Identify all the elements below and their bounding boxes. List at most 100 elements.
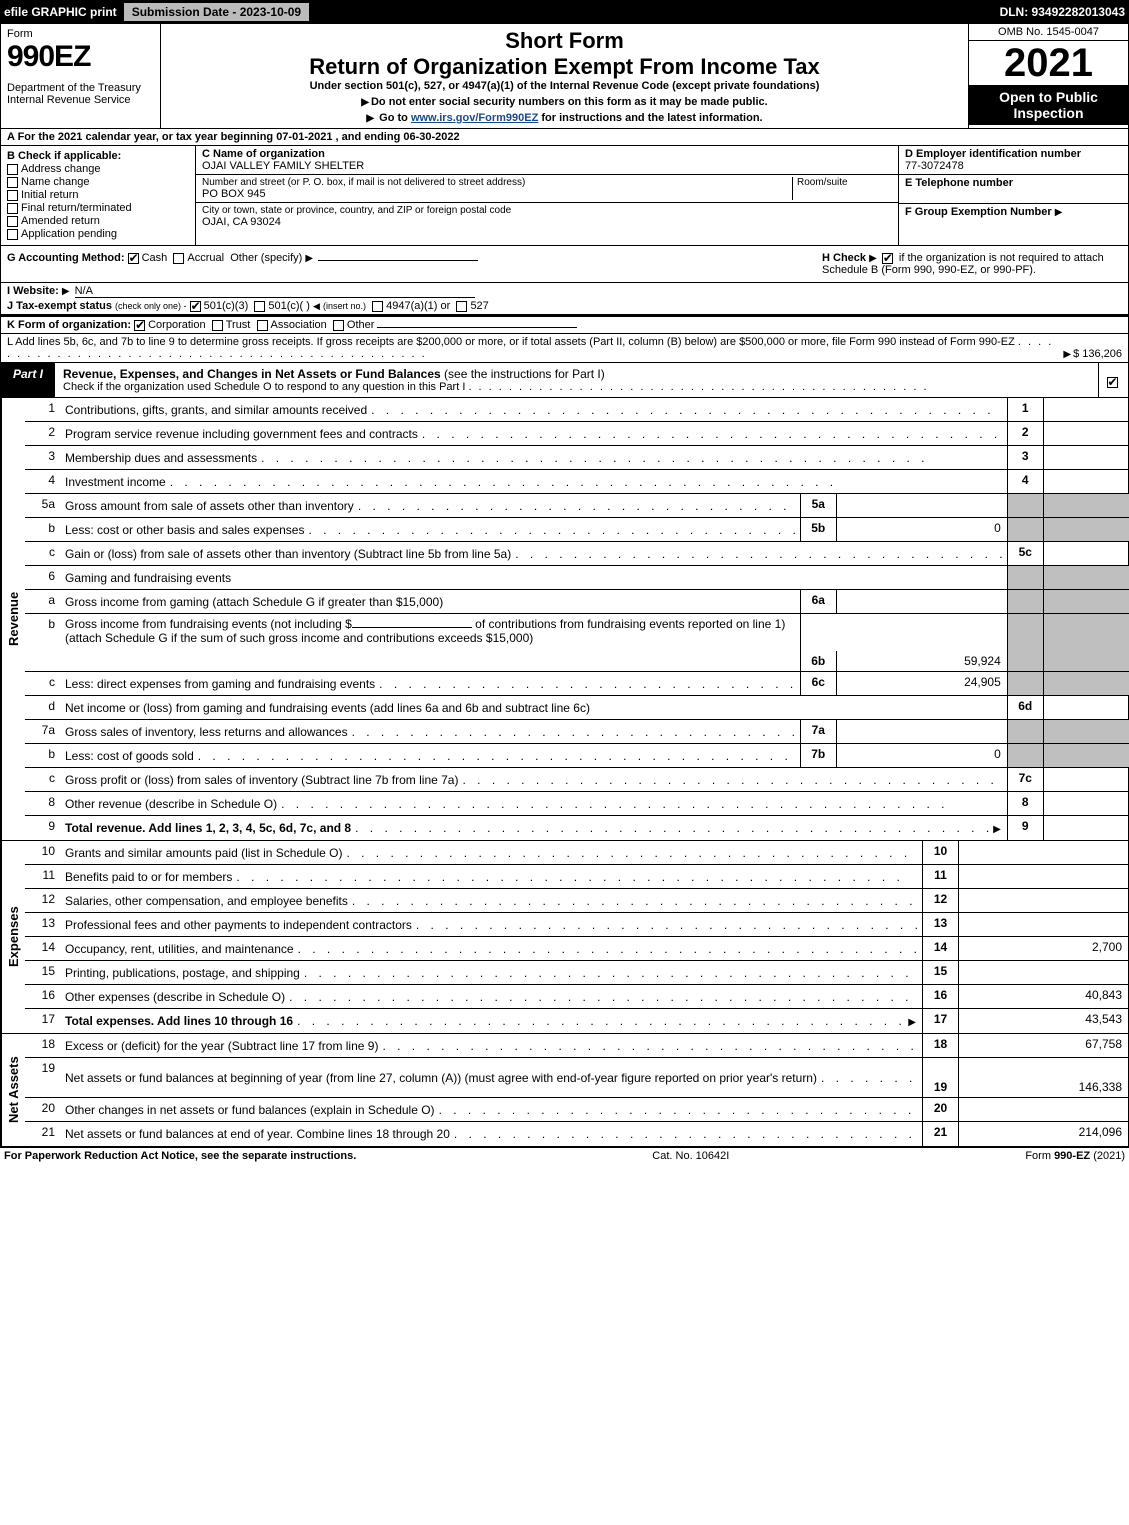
line-9: 9Total revenue. Add lines 1, 2, 3, 4, 5c… [25,816,1129,840]
form-title: Return of Organization Exempt From Incom… [169,54,960,80]
efile-label: efile GRAPHIC print [4,5,117,19]
section-a: A For the 2021 calendar year, or tax yea… [0,129,1129,146]
cb-corp[interactable] [134,320,145,331]
expenses-label: Expenses [1,841,25,1033]
form-subtitle: Under section 501(c), 527, or 4947(a)(1)… [169,80,960,92]
line-17: 17Total expenses. Add lines 10 through 1… [25,1009,1128,1033]
i-label: I Website: [7,285,59,297]
goto-post: for instructions and the latest informat… [541,112,762,124]
f-label: F Group Exemption Number [905,206,1052,218]
cb-other[interactable] [333,320,344,331]
line-6a: aGross income from gaming (attach Schedu… [25,590,1129,614]
line-3: 3Membership dues and assessments. . . . … [25,446,1129,470]
arrow-icon [1055,206,1065,218]
page-footer: For Paperwork Reduction Act Notice, see … [0,1147,1129,1164]
cb-pending[interactable]: Application pending [7,228,189,240]
form-label: Form [7,28,154,40]
g-label: G Accounting Method: [7,252,125,264]
line-12: 12Salaries, other compensation, and empl… [25,889,1128,913]
city-label: City or town, state or province, country… [202,205,892,216]
form-number: 990EZ [7,40,154,74]
l-value: $ 136,206 [1073,348,1122,360]
expenses-section: Expenses 10Grants and similar amounts pa… [0,841,1129,1034]
tax-year: 2021 [969,41,1128,85]
line-11: 11Benefits paid to or for members. . . .… [25,865,1128,889]
cb-accrual[interactable] [173,253,184,264]
revenue-section: Revenue 1Contributions, gifts, grants, a… [0,398,1129,841]
net-assets-section: Net Assets 18Excess or (deficit) for the… [0,1034,1129,1147]
j-label: J Tax-exempt status [7,300,112,312]
line-2: 2Program service revenue including gover… [25,422,1129,446]
street-label: Number and street (or P. O. box, if mail… [202,177,792,188]
cb-4947[interactable] [372,301,383,312]
line-5c: cGain or (loss) from sale of assets othe… [25,542,1129,566]
part1-sub: (see the instructions for Part I) [444,367,605,381]
row-l: L Add lines 5b, 6c, and 7b to line 9 to … [0,334,1129,363]
ssn-warning: Do not enter social security numbers on … [169,96,960,108]
omb-number: OMB No. 1545-0047 [969,24,1128,41]
form-footer-pre: Form [1025,1150,1054,1162]
line-19: 19Net assets or fund balances at beginni… [25,1058,1128,1098]
cb-assoc[interactable] [257,320,268,331]
cat-no: Cat. No. 10642I [652,1150,729,1162]
org-name: OJAI VALLEY FAMILY SHELTER [202,160,892,172]
website: N/A [75,285,475,298]
cb-amended[interactable]: Amended return [7,215,189,227]
net-assets-label: Net Assets [1,1034,25,1146]
irs-link[interactable]: www.irs.gov/Form990EZ [411,112,538,124]
inspection: Inspection [973,105,1124,121]
line-6: 6Gaming and fundraising events [25,566,1129,590]
dln: DLN: 93492282013043 [1000,5,1125,19]
cb-part1-scho[interactable] [1107,377,1118,388]
cb-address[interactable]: Address change [7,163,189,175]
part1-check-text: Check if the organization used Schedule … [63,381,1090,393]
row-k: K Form of organization: Corporation Trus… [0,315,1129,334]
part1-tag: Part I [1,363,55,397]
form-footer-no: 990-EZ [1054,1150,1090,1162]
top-bar: efile GRAPHIC print Submission Date - 20… [0,0,1129,24]
city-val: OJAI, CA 93024 [202,216,892,228]
e-label: E Telephone number [905,177,1122,189]
paperwork-notice: For Paperwork Reduction Act Notice, see … [4,1150,356,1162]
short-form-title: Short Form [169,28,960,54]
line-16: 16Other expenses (describe in Schedule O… [25,985,1128,1009]
submission-date: Submission Date - 2023-10-09 [123,2,310,22]
line-4: 4Investment income. . . . . . . . . . . … [25,470,1129,494]
line-7c: cGross profit or (loss) from sales of in… [25,768,1129,792]
goto-pre: Go to [379,112,411,124]
line-13: 13Professional fees and other payments t… [25,913,1128,937]
form-footer-year: (2021) [1093,1150,1125,1162]
k-label: K Form of organization: [7,319,131,331]
line-18: 18Excess or (deficit) for the year (Subt… [25,1034,1128,1058]
cb-501c[interactable] [254,301,265,312]
line-7a: 7aGross sales of inventory, less returns… [25,720,1129,744]
line-10: 10Grants and similar amounts paid (list … [25,841,1128,865]
cb-name[interactable]: Name change [7,176,189,188]
line-20: 20Other changes in net assets or fund ba… [25,1098,1128,1122]
form-header: Form 990EZ Department of the Treasury In… [0,24,1129,129]
line-1: 1Contributions, gifts, grants, and simil… [25,398,1129,422]
l-text: L Add lines 5b, 6c, and 7b to line 9 to … [7,336,1015,348]
line-5b: bLess: cost or other basis and sales exp… [25,518,1129,542]
line-6c: cLess: direct expenses from gaming and f… [25,672,1129,696]
line-21: 21Net assets or fund balances at end of … [25,1122,1128,1146]
cb-final[interactable]: Final return/terminated [7,202,189,214]
line-15: 15Printing, publications, postage, and s… [25,961,1128,985]
cb-h[interactable] [882,253,893,264]
cb-cash[interactable] [128,253,139,264]
cb-initial[interactable]: Initial return [7,189,189,201]
row-ij: I Website: N/A J Tax-exempt status (chec… [0,283,1129,315]
line-14: 14Occupancy, rent, utilities, and mainte… [25,937,1128,961]
part1-header: Part I Revenue, Expenses, and Changes in… [0,363,1129,398]
open-public: Open to Public [973,89,1124,105]
line-5a: 5aGross amount from sale of assets other… [25,494,1129,518]
dept-treasury: Department of the Treasury [7,82,154,94]
line-6d: dNet income or (loss) from gaming and fu… [25,696,1129,720]
cb-501c3[interactable] [190,301,201,312]
cb-trust[interactable] [212,320,223,331]
cb-527[interactable] [456,301,467,312]
revenue-label: Revenue [1,398,25,840]
b-header: B Check if applicable: [7,150,189,162]
d-label: D Employer identification number [905,148,1122,160]
ein: 77-3072478 [905,160,1122,172]
